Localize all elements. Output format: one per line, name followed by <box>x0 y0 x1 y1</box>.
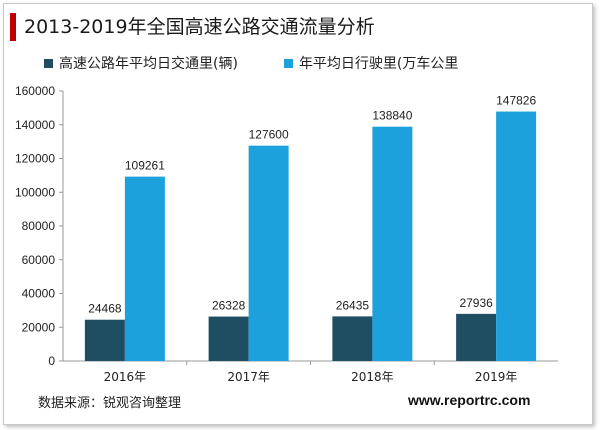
bar-series-1 <box>332 316 373 361</box>
x-tick-label: 2018年 <box>351 370 394 384</box>
y-tick-label: 140000 <box>15 118 55 132</box>
y-tick-label: 0 <box>48 354 55 368</box>
legend-item-series-1: 高速公路年平均日交通里(辆) <box>44 53 238 73</box>
data-source-note: 数据来源：锐观咨询整理 <box>38 396 182 411</box>
title-accent-bar <box>10 13 16 41</box>
legend-swatch-series-2 <box>283 58 293 68</box>
y-tick-label: 160000 <box>15 84 55 98</box>
y-tick-label: 100000 <box>15 185 55 199</box>
y-tick-label: 120000 <box>15 152 55 166</box>
data-label-series-2: 127600 <box>249 128 289 142</box>
legend-swatch-series-1 <box>44 58 53 68</box>
data-label-series-2: 109261 <box>125 159 165 173</box>
data-label-series-1: 27936 <box>459 296 493 310</box>
bar-series-2 <box>124 176 165 361</box>
y-tick-label: 20000 <box>22 320 56 334</box>
y-tick-label: 80000 <box>22 219 56 233</box>
data-label-series-1: 24468 <box>88 302 122 316</box>
data-label-series-2: 138840 <box>372 109 412 123</box>
legend-item-series-2: 年平均日行驶里(万车公里 <box>283 53 459 73</box>
legend-label-series-2: 年平均日行驶里(万车公里 <box>298 56 459 72</box>
data-label-series-2: 147826 <box>496 94 536 108</box>
bar-series-1 <box>84 319 125 361</box>
bar-series-2 <box>248 145 289 361</box>
website-url: www.reportrc.com <box>408 392 531 408</box>
chart-title: 2013-2019年全国高速公路交通流量分析 <box>24 16 375 38</box>
data-label-series-1: 26328 <box>212 299 246 313</box>
y-tick-label: 40000 <box>22 287 56 301</box>
data-label-series-1: 26435 <box>336 298 370 312</box>
bar-series-2 <box>496 111 537 361</box>
legend-label-series-1: 高速公路年平均日交通里(辆) <box>59 56 238 72</box>
x-tick-label: 2019年 <box>475 370 518 384</box>
bar-series-1 <box>456 313 497 361</box>
bar-series-2 <box>372 126 413 362</box>
x-tick-label: 2016年 <box>104 370 147 384</box>
x-tick-label: 2017年 <box>227 370 270 384</box>
y-tick-label: 60000 <box>22 253 56 267</box>
bar-series-1 <box>208 316 249 361</box>
legend: 高速公路年平均日交通里(辆) 年平均日行驶里(万车公里 <box>44 53 504 73</box>
